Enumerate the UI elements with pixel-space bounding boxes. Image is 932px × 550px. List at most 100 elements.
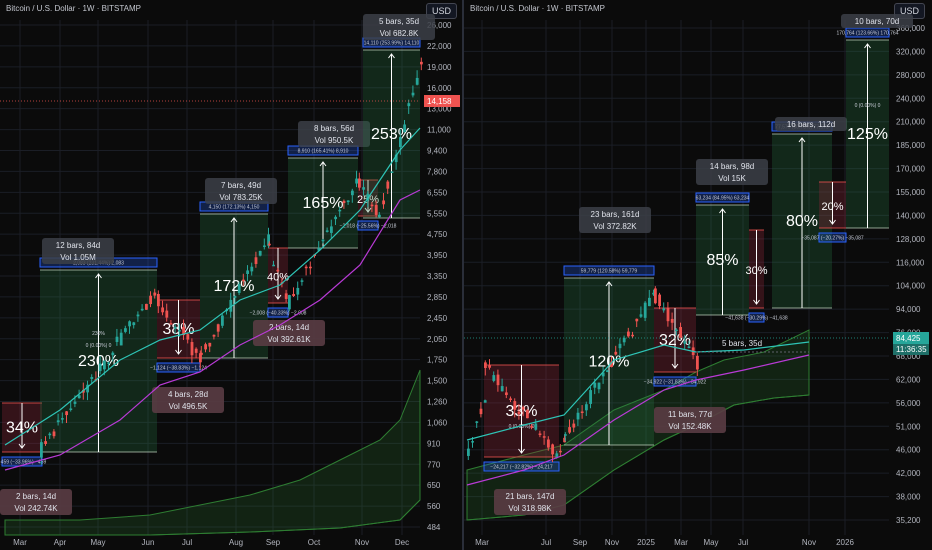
- right-x-tick-label: 2025: [637, 538, 655, 547]
- left-candle-body: [338, 209, 342, 212]
- left-move-arrowhead: [319, 161, 327, 167]
- left-y-tick-label: 3,350: [427, 272, 448, 281]
- left-measure-range: −459 (−33.96%) −459: [0, 460, 46, 466]
- left-candle-body: [390, 171, 394, 174]
- left-candle-body: [132, 322, 136, 326]
- right-info-volume: Vol 152.48K: [668, 422, 712, 431]
- right-y-tick-label: 42,000: [896, 469, 921, 478]
- right-candle-body: [614, 351, 618, 355]
- right-sma-line: [466, 354, 810, 486]
- right-measure-range: 170,764 (123.66%) 170,764: [837, 31, 899, 37]
- right-x-tick-label: 2026: [836, 538, 854, 547]
- right-candle-body: [658, 294, 661, 307]
- left-candle-body: [358, 178, 361, 188]
- left-info-box: [0, 489, 72, 515]
- right-candle-body: [627, 331, 630, 337]
- left-move-percent: 40%: [267, 272, 289, 284]
- right-candle-body: [547, 439, 550, 448]
- left-candle-body: [73, 401, 77, 404]
- right-candle-body: [683, 341, 687, 344]
- left-candle-body: [300, 280, 304, 282]
- right-x-tick-label: Nov: [802, 538, 816, 547]
- left-candle-body: [415, 77, 419, 85]
- left-candle-body: [263, 245, 266, 247]
- left-info-volume: Vol 496.5K: [169, 402, 208, 411]
- panel-divider[interactable]: [462, 0, 464, 550]
- left-x-tick-label: Dec: [395, 538, 409, 547]
- right-candle-body: [631, 334, 634, 337]
- right-move-percent: 85%: [706, 252, 738, 269]
- right-candle-body: [551, 444, 554, 455]
- left-measure-bar: [357, 220, 379, 231]
- left-candle-body: [69, 408, 73, 410]
- right-candle-body: [483, 400, 487, 403]
- left-chart-svg[interactable]: 26,000 22,000 19,000 16,000 13,000 11,000 9,40…: [0, 0, 462, 550]
- left-y-tick-label: 910: [427, 439, 441, 448]
- left-chart-panel[interactable]: Bitcoin / U.S. Dollar · 1W · BITSTAMP US…: [0, 0, 462, 550]
- left-candle-body: [200, 352, 203, 355]
- left-candle-body: [178, 329, 181, 332]
- left-y-tick-label: 1,750: [427, 356, 448, 365]
- left-candle-body: [382, 200, 385, 205]
- left-info-bars: 8 bars, 56d: [314, 124, 354, 133]
- left-info-volume: Vol 682.8K: [380, 29, 419, 38]
- right-move-percent: 20%: [821, 201, 843, 213]
- left-candle-body: [103, 360, 106, 370]
- right-move-arrowhead: [671, 363, 679, 369]
- left-y-tick-label: 770: [427, 460, 441, 469]
- right-y-tick-label: 62,000: [896, 375, 921, 384]
- left-measure-range: −1,124 (−38.83%) −1,124: [150, 366, 207, 372]
- right-measure-bar: [563, 265, 655, 276]
- left-move-percent: 165%: [303, 195, 344, 212]
- right-price-tag-value: 84,425: [896, 334, 921, 343]
- left-candle-body: [342, 200, 346, 204]
- right-candle-body: [568, 427, 571, 433]
- right-candle-body: [597, 382, 601, 390]
- left-candle-body: [90, 377, 94, 380]
- right-chart-svg[interactable]: 360,000 320,000 280,000 240,000 210,000 185,0…: [464, 0, 932, 550]
- right-candle-body: [572, 423, 576, 428]
- right-candle-body: [530, 425, 533, 428]
- left-price-tag-value: 14,158: [427, 97, 452, 106]
- left-measure-range: 8,910 (165.41%) 8,910: [298, 149, 349, 155]
- left-candle-body: [284, 293, 288, 299]
- left-x-tick-label: May: [90, 538, 105, 547]
- left-y-tick-label: 1,060: [427, 418, 448, 427]
- right-candle-body: [488, 365, 491, 368]
- right-candle-body: [662, 308, 666, 311]
- right-y-tick-label: 104,000: [896, 282, 925, 291]
- left-candle-body: [157, 293, 160, 307]
- left-candle-body: [268, 243, 271, 246]
- left-move-percent: 172%: [214, 278, 255, 295]
- left-info-box: [363, 14, 435, 40]
- left-y-tick-label: 11,000: [427, 126, 451, 135]
- right-measure-range: 63,234 (84.95%) 63,234: [696, 196, 750, 202]
- right-x-tick-label: Jul: [738, 538, 748, 547]
- left-info-box: [152, 387, 224, 413]
- right-candle-body: [666, 307, 670, 322]
- right-chart-panel[interactable]: Bitcoin / U.S. Dollar · 1W · BITSTAMP US…: [464, 0, 932, 550]
- right-move-percent: 125%: [847, 126, 888, 143]
- left-candle-body: [208, 342, 212, 347]
- right-y-tick-label: 94,000: [896, 305, 921, 314]
- right-candle-body: [505, 392, 508, 396]
- right-info-box: [494, 489, 566, 515]
- left-x-tick-label: Nov: [355, 538, 369, 547]
- right-candle-body: [648, 297, 651, 307]
- left-candle-body: [86, 384, 89, 393]
- left-y-tick-label: 7,800: [427, 167, 448, 176]
- left-y-tick-label: 560: [427, 502, 441, 511]
- left-info-box: [42, 238, 114, 264]
- left-y-tick-label: 484: [427, 523, 441, 532]
- left-y-tick-label: 26,000: [427, 21, 452, 30]
- right-candle-body: [500, 386, 504, 392]
- right-candle-body: [538, 433, 542, 436]
- left-candle-body: [169, 323, 173, 325]
- left-candle-body: [362, 187, 365, 190]
- right-candle-body: [471, 441, 474, 443]
- right-info-box: [841, 14, 913, 28]
- right-measure-range: −24,217 (−32.82%) −24,217: [490, 465, 553, 471]
- right-x-tick-label: Mar: [475, 538, 489, 547]
- right-y-tick-label: 280,000: [896, 71, 925, 80]
- left-candle-body: [98, 363, 102, 372]
